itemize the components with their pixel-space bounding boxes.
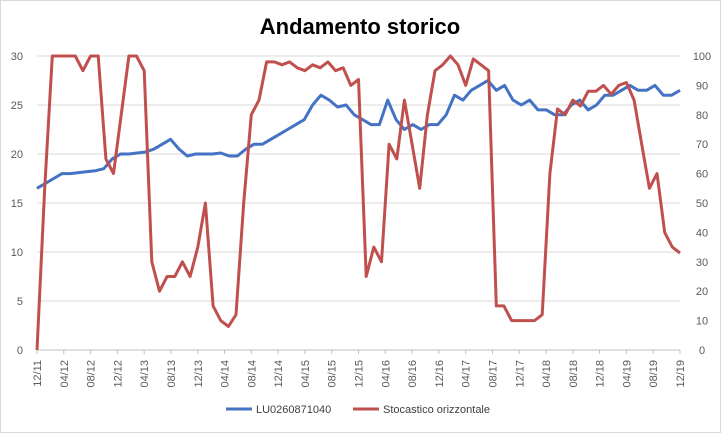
left-tick-label: 5	[17, 296, 23, 308]
x-tick-label: 04/17	[461, 360, 473, 388]
series-line-stocastico-orizzontale	[35, 54, 681, 351]
legend-label: Stocastico orizzontale	[383, 404, 490, 416]
legend: LU0260871040 Stocastico orizzontale	[226, 404, 490, 416]
left-tick-label: 20	[11, 149, 23, 161]
left-tick-label: 10	[11, 247, 23, 259]
right-tick-label: 100	[693, 51, 711, 63]
right-tick-label: 30	[696, 257, 708, 269]
x-tick-label: 04/18	[541, 360, 553, 388]
x-tick-label: 08/12	[86, 360, 98, 388]
right-tick-label: 90	[696, 80, 708, 92]
x-tick-label: 04/16	[380, 360, 392, 388]
x-tick-label: 08/13	[166, 360, 178, 388]
x-tick-label: 08/19	[648, 360, 660, 388]
right-tick-label: 50	[696, 198, 708, 210]
x-tick-label: 12/17	[514, 360, 526, 388]
right-tick-label: 80	[696, 110, 708, 122]
left-tick-label: 30	[11, 51, 23, 63]
x-tick-label: 12/14	[273, 360, 285, 388]
x-axis-ticks: 12/11 04/12 08/12 12/12 04/13 08/13 12/13 04/14…	[32, 350, 687, 388]
x-tick-label: 12/18	[595, 360, 607, 388]
x-tick-label: 08/16	[407, 360, 419, 388]
right-tick-label: 40	[696, 227, 708, 239]
x-tick-label: 12/12	[112, 360, 124, 388]
x-tick-label: 08/14	[246, 360, 258, 388]
right-tick-label: 10	[696, 316, 708, 328]
left-tick-label: 25	[11, 100, 23, 112]
x-tick-label: 08/18	[568, 360, 580, 388]
right-tick-label: 70	[696, 139, 708, 151]
right-tick-label: 20	[696, 286, 708, 298]
x-tick-label: 08/17	[487, 360, 499, 388]
legend-label: LU0260871040	[256, 404, 331, 416]
x-tick-label: 04/14	[220, 360, 232, 388]
x-tick-label: 08/15	[327, 360, 339, 388]
x-tick-label: 04/12	[59, 360, 71, 388]
x-tick-label: 12/11	[32, 360, 44, 387]
left-axis-ticks: 0 5 10 15 20 25 30	[11, 51, 23, 357]
x-tick-label: 04/19	[621, 360, 633, 388]
left-tick-label: 15	[11, 198, 23, 210]
x-tick-label: 04/13	[139, 360, 151, 388]
right-tick-label: 0	[699, 345, 705, 357]
x-tick-label: 12/15	[354, 360, 366, 388]
left-tick-label: 0	[17, 345, 23, 357]
series-layer	[35, 54, 681, 351]
x-tick-label: 12/16	[434, 360, 446, 388]
chart-title: Andamento storico	[260, 14, 460, 39]
x-tick-label: 12/19	[675, 360, 687, 388]
x-tick-label: 04/15	[300, 360, 312, 388]
right-axis-ticks: 0 10 20 30 40 50 60 70 80 90 100	[693, 51, 711, 357]
right-tick-label: 60	[696, 169, 708, 181]
x-tick-label: 12/13	[193, 360, 205, 388]
